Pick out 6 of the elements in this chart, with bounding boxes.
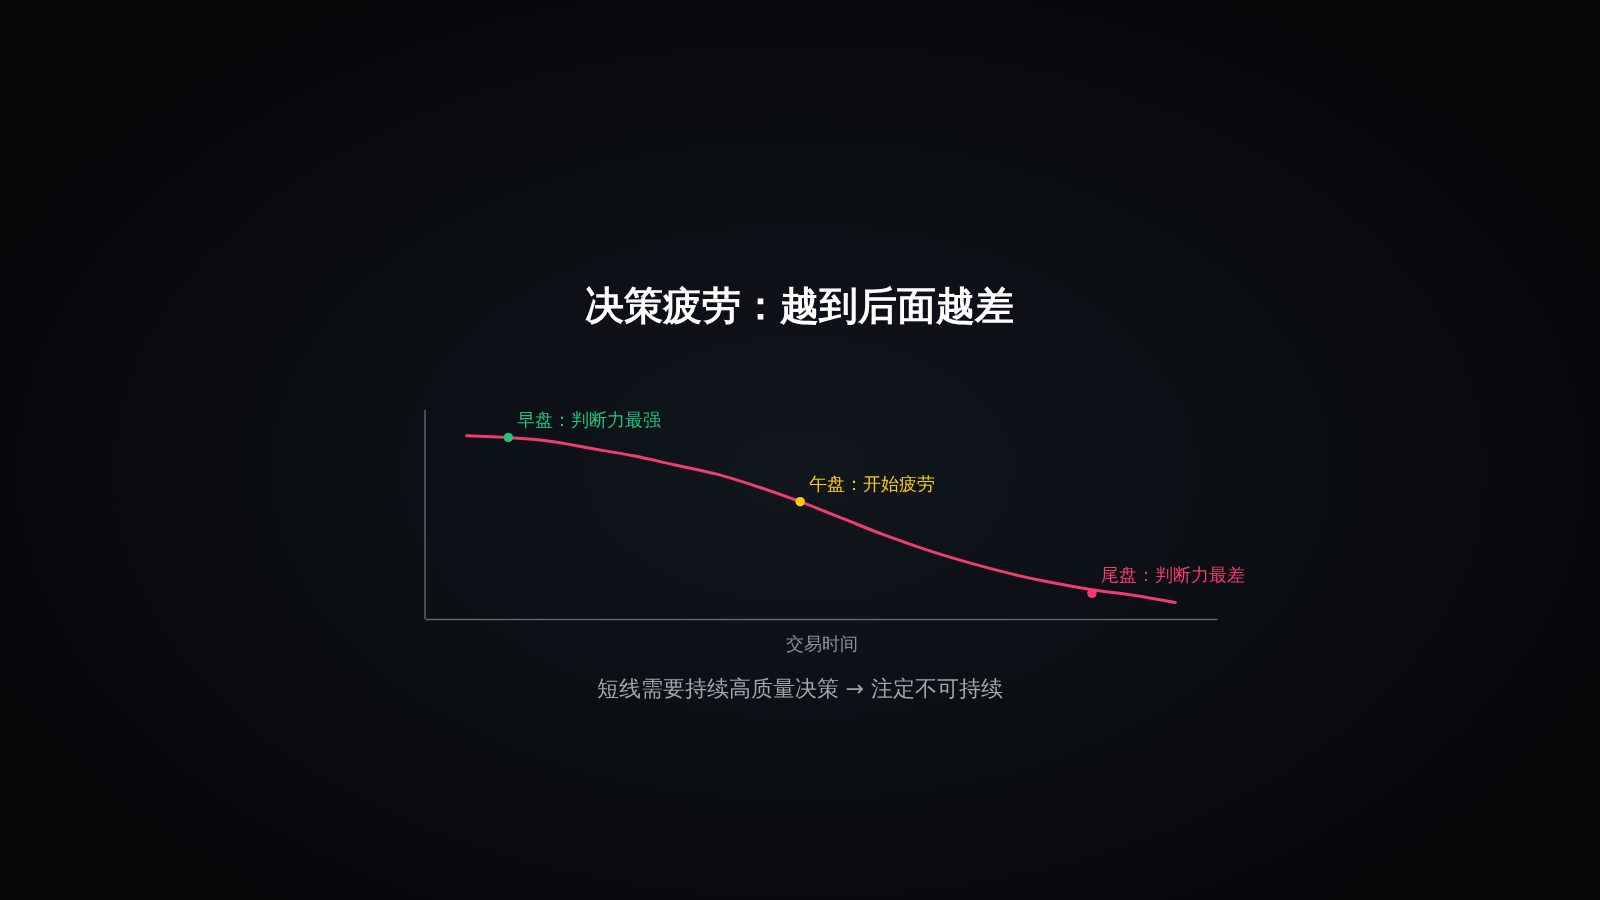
x-axis-title: 交易时间 — [785, 632, 858, 654]
chart-title: 决策疲劳：越到后面越差 — [584, 283, 1014, 328]
series-label: 午盘：开始疲劳 — [809, 472, 936, 494]
text: 短线需要持续高质量决策 → 注定不可持续 — [596, 675, 1004, 703]
series-label: 尾盘：判断力最差 — [1100, 564, 1245, 586]
series-label: 早盘：判断力最强 — [517, 408, 662, 430]
